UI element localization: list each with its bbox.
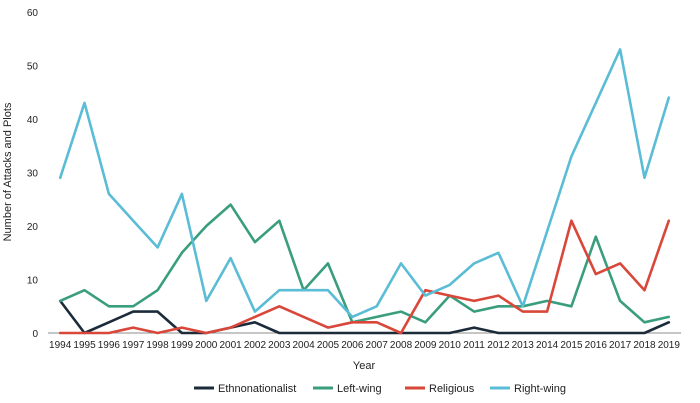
x-tick-label: 2019 xyxy=(658,340,681,351)
y-tick-label: 40 xyxy=(27,115,39,126)
x-tick-label: 2009 xyxy=(414,340,437,351)
y-tick-label: 20 xyxy=(27,222,39,233)
x-tick-label: 1998 xyxy=(146,340,169,351)
x-tick-label: 2014 xyxy=(536,340,559,351)
y-axis: 0 10 20 30 40 50 60 xyxy=(27,8,39,340)
x-tick-label: 2013 xyxy=(512,340,535,351)
x-tick-label: 2003 xyxy=(268,340,291,351)
series-lines xyxy=(58,48,671,335)
series-line-left-wing xyxy=(58,203,671,324)
y-tick-label: 30 xyxy=(27,169,39,180)
y-axis-label: Number of Attacks and Plots xyxy=(2,102,14,241)
x-tick-label: 2012 xyxy=(487,340,510,351)
x-tick-label: 2011 xyxy=(463,340,485,351)
legend-label-ethnonationalist: Ethnonationalist xyxy=(218,383,296,395)
x-tick-label: 2007 xyxy=(366,340,389,351)
x-tick-label: 2017 xyxy=(609,340,632,351)
y-tick-label: 10 xyxy=(27,276,39,287)
x-axis-label: Year xyxy=(353,360,376,372)
x-axis: 1994 1995 1996 1997 1998 1999 2000 2001 2002 2003… xyxy=(48,332,681,351)
x-tick-label: 2002 xyxy=(244,340,267,351)
x-tick-label: 2010 xyxy=(439,340,462,351)
x-tick-label: 1997 xyxy=(122,340,145,351)
y-tick-label: 0 xyxy=(32,329,38,340)
series-line-right-wing xyxy=(58,48,671,319)
x-tick-label: 2001 xyxy=(219,340,242,351)
x-tick-label: 1994 xyxy=(49,340,72,351)
x-tick-label: 2004 xyxy=(293,340,316,351)
x-tick-label: 2000 xyxy=(195,340,218,351)
x-tick-label: 2015 xyxy=(560,340,583,351)
legend-label-right-wing: Right-wing xyxy=(514,383,566,395)
y-tick-label: 60 xyxy=(27,8,39,19)
x-tick-label: 1995 xyxy=(73,340,96,351)
legend-label-religious: Religious xyxy=(429,383,475,395)
x-tick-label: 2018 xyxy=(633,340,656,351)
x-tick-label: 1999 xyxy=(171,340,194,351)
series-line-religious xyxy=(58,219,671,335)
x-tick-label: 2016 xyxy=(585,340,608,351)
x-tick-label: 1996 xyxy=(98,340,121,351)
x-tick-label: 2005 xyxy=(317,340,340,351)
legend: Ethnonationalist Left-wing Religious Right-… xyxy=(194,383,566,395)
legend-label-left-wing: Left-wing xyxy=(337,383,382,395)
x-tick-label: 2008 xyxy=(390,340,413,351)
x-tick-label: 2006 xyxy=(341,340,364,351)
series-line-ethnonationalist xyxy=(58,299,671,335)
y-tick-label: 50 xyxy=(27,62,39,73)
